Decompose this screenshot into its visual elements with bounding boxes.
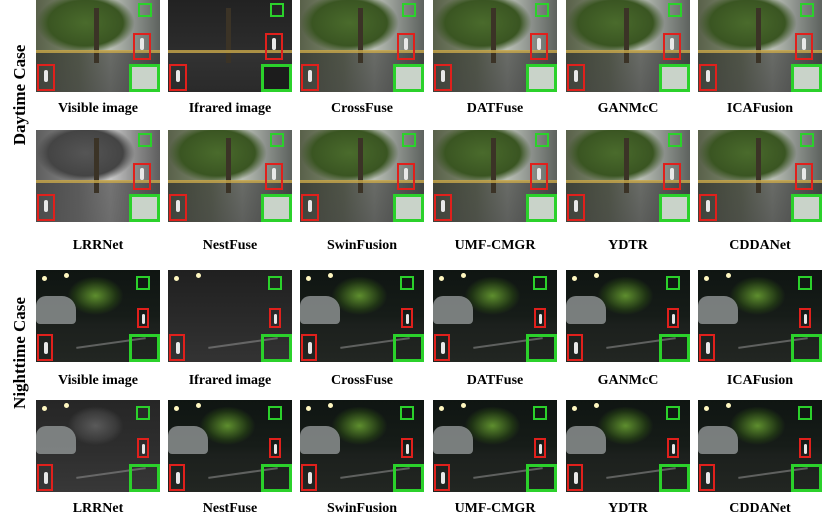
- night-caption-visible-image: Visible image: [58, 373, 138, 388]
- night-caption-umf-cmgr: UMF-CMGR: [454, 501, 536, 516]
- night-image-icafusion: [698, 270, 822, 362]
- night-caption-nestfuse: NestFuse: [202, 501, 258, 516]
- night-caption-ydtr: YDTR: [608, 501, 648, 516]
- day-caption-ifrared-image: Ifrared image: [188, 101, 272, 116]
- night-caption-cddanet: CDDANet: [729, 501, 791, 516]
- day-image-icafusion: [698, 0, 822, 92]
- day-image-datfuse: [433, 0, 557, 92]
- night-image-datfuse: [433, 270, 557, 362]
- night-image-nestfuse: [168, 400, 292, 492]
- day-caption-cddanet: CDDANet: [729, 238, 791, 253]
- day-caption-crossfuse: CrossFuse: [331, 101, 393, 116]
- night-image-ganmcc: [566, 270, 690, 362]
- night-caption-ganmcc: GANMcC: [597, 373, 659, 388]
- day-caption-icafusion: ICAFusion: [726, 101, 794, 116]
- night-image-crossfuse: [300, 270, 424, 362]
- night-image-cddanet: [698, 400, 822, 492]
- day-caption-visible-image: Visible image: [58, 101, 138, 116]
- day-caption-datfuse: DATFuse: [466, 101, 524, 116]
- night-image-swinfusion: [300, 400, 424, 492]
- day-caption-ydtr: YDTR: [608, 238, 648, 253]
- day-image-visible-image: [36, 0, 160, 92]
- night-caption-datfuse: DATFuse: [466, 373, 524, 388]
- day-image-nestfuse: [168, 130, 292, 222]
- day-image-umf-cmgr: [433, 130, 557, 222]
- night-caption-crossfuse: CrossFuse: [331, 373, 393, 388]
- day-caption-umf-cmgr: UMF-CMGR: [454, 238, 536, 253]
- day-image-crossfuse: [300, 0, 424, 92]
- night-caption-icafusion: ICAFusion: [726, 373, 794, 388]
- day-image-ganmcc: [566, 0, 690, 92]
- night-image-umf-cmgr: [433, 400, 557, 492]
- day-caption-ganmcc: GANMcC: [597, 101, 659, 116]
- day-image-cddanet: [698, 130, 822, 222]
- side-label-daytime: Daytime Case: [10, 44, 29, 146]
- night-image-ifrared-image: [168, 270, 292, 362]
- night-caption-swinfusion: SwinFusion: [326, 501, 398, 516]
- day-image-ydtr: [566, 130, 690, 222]
- day-caption-swinfusion: SwinFusion: [326, 238, 398, 253]
- night-caption-ifrared-image: Ifrared image: [188, 373, 272, 388]
- day-image-ifrared-image: [168, 0, 292, 92]
- night-image-ydtr: [566, 400, 690, 492]
- night-image-visible-image: [36, 270, 160, 362]
- side-label-nighttime: Nighttime Case: [10, 297, 29, 409]
- day-caption-nestfuse: NestFuse: [202, 238, 258, 253]
- night-caption-lrrnet: LRRNet: [72, 501, 124, 516]
- day-caption-lrrnet: LRRNet: [72, 238, 124, 253]
- day-image-swinfusion: [300, 130, 424, 222]
- day-image-lrrnet: [36, 130, 160, 222]
- night-image-lrrnet: [36, 400, 160, 492]
